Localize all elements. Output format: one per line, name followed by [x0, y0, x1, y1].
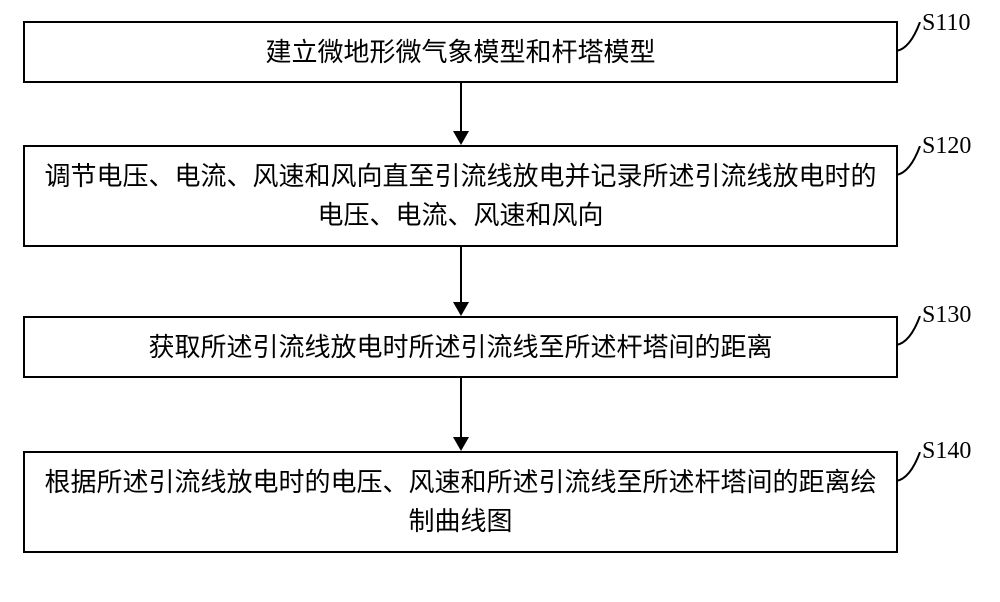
flow-node-1-connector — [896, 22, 924, 52]
flow-node-3-label: S130 — [922, 302, 971, 329]
flow-node-2: 调节电压、电流、风速和风向直至引流线放电并记录所述引流线放电时的电压、电流、风速… — [23, 145, 898, 247]
flow-node-3-text: 获取所述引流线放电时所述引流线至所述杆塔间的距离 — [148, 328, 772, 367]
flow-node-2-label: S120 — [922, 133, 971, 160]
flow-node-4-label: S140 — [922, 438, 971, 465]
flow-node-4: 根据所述引流线放电时的电压、风速和所述引流线至所述杆塔间的距离绘制曲线图 — [23, 451, 898, 553]
flow-node-3-connector — [896, 316, 924, 346]
flow-node-2-text: 调节电压、电流、风速和风向直至引流线放电并记录所述引流线放电时的电压、电流、风速… — [41, 157, 880, 235]
flow-node-4-connector — [896, 452, 924, 482]
flow-edge-2 — [460, 247, 462, 314]
flow-node-1-text: 建立微地形微气象模型和杆塔模型 — [265, 33, 655, 72]
flow-edge-3 — [460, 378, 462, 449]
flow-node-3: 获取所述引流线放电时所述引流线至所述杆塔间的距离 — [23, 316, 898, 378]
flow-node-2-connector — [896, 146, 924, 176]
flow-node-1-label: S110 — [922, 10, 970, 37]
flow-node-4-text: 根据所述引流线放电时的电压、风速和所述引流线至所述杆塔间的距离绘制曲线图 — [41, 463, 880, 541]
flow-edge-1 — [460, 83, 462, 143]
flowchart-canvas: 建立微地形微气象模型和杆塔模型 S110 调节电压、电流、风速和风向直至引流线放… — [0, 0, 1000, 602]
flow-node-1: 建立微地形微气象模型和杆塔模型 — [23, 21, 898, 83]
